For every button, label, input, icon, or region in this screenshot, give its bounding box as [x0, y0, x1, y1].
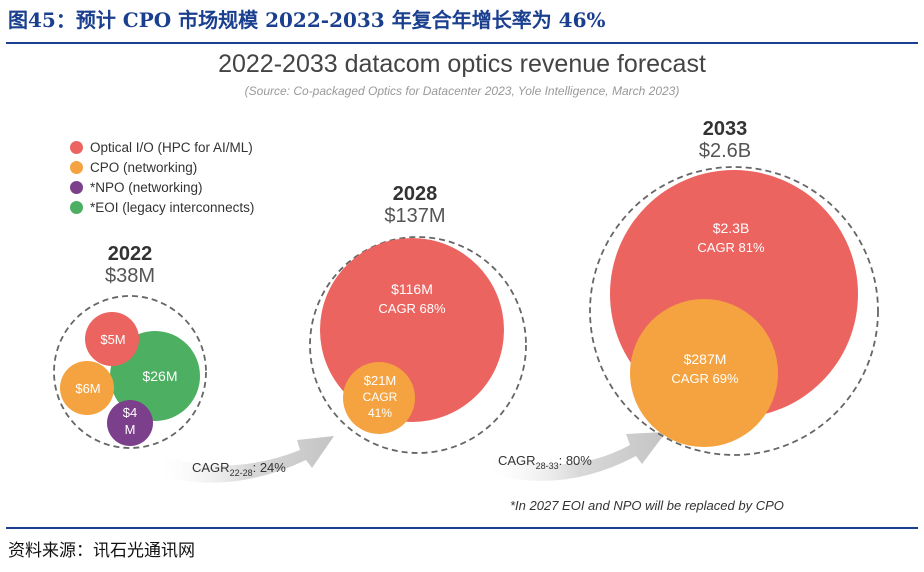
arrow-2028-2033-shape [490, 432, 666, 481]
bottom-rule [6, 527, 918, 529]
label-2028-cpo-cagr1: CAGR [363, 390, 398, 404]
legend-swatch-npo [70, 180, 83, 194]
label-2028-cpo: $21M [364, 373, 397, 388]
label-2028-optical-io: $116M [391, 281, 433, 297]
dashed-ring-2028 [309, 236, 527, 454]
legend-label-eoi: *EOI (legacy interconnects) [90, 199, 255, 215]
total-2022: $38M [104, 265, 156, 287]
label-2033-cpo: $287M [684, 351, 727, 367]
label-2022-optical-io: $5M [100, 332, 125, 347]
bubble-2022-optical-io [85, 312, 139, 366]
legend-item-eoi: *EOI (legacy interconnects) [70, 197, 254, 217]
label-2033-optical-io-cagr: CAGR 81% [697, 240, 765, 255]
bubble-2033-cpo [630, 299, 778, 447]
arrow-2022-2028-shape [160, 436, 334, 483]
cluster-2028: $116M CAGR 68% $21M CAGR 41% [309, 236, 527, 454]
arrow-label-2028-2033: CAGR28-33: 80% [498, 453, 592, 471]
label-2028-optical-io-cagr: CAGR 68% [378, 301, 446, 316]
figure-title: 图45：预计 CPO 市场规模 2022-2033 年复合年增长率为 46% [8, 8, 606, 32]
top-rule [6, 42, 918, 44]
arrow-2022-2028 [160, 436, 334, 483]
legend: Optical I/O (HPC for AI/ML) CPO (network… [70, 137, 254, 217]
bubble-2022-npo [107, 400, 153, 446]
total-2033: $2.6B [698, 140, 752, 162]
label-2022-npo-line2: M [125, 422, 136, 437]
legend-item-cpo: CPO (networking) [70, 157, 254, 177]
year-2028: 2028 [392, 183, 438, 205]
dashed-ring-2022 [53, 295, 207, 449]
label-2033-cpo-cagr: CAGR 69% [671, 371, 739, 386]
arrow-label-2022-2028: CAGR22-28: 24% [192, 460, 286, 478]
total-2028: $137M [384, 205, 446, 227]
legend-label-cpo: CPO (networking) [90, 159, 198, 175]
cluster-2022: $26M $5M $6M $4 M [53, 295, 207, 449]
legend-label-optical-io: Optical I/O (HPC for AI/ML) [90, 139, 253, 155]
label-2022-cpo: $6M [75, 381, 100, 396]
bubble-2022-cpo [60, 361, 114, 415]
chart-title: 2022-2033 datacom optics revenue forecas… [218, 50, 706, 78]
footnote: *In 2027 EOI and NPO will be replaced by… [510, 498, 784, 513]
legend-swatch-eoi [70, 200, 83, 214]
cluster-2033: $2.3B CAGR 81% $287M CAGR 69% [589, 166, 879, 456]
legend-label-npo: *NPO (networking) [90, 179, 203, 195]
chart-subtitle: (Source: Co-packaged Optics for Datacent… [244, 84, 680, 98]
year-2033: 2033 [702, 118, 748, 140]
dashed-ring-2033 [589, 166, 879, 456]
label-2022-npo-line1: $4 [123, 405, 137, 420]
legend-swatch-optical-io [70, 140, 83, 154]
bubble-2028-cpo [343, 362, 415, 434]
arrow-2028-2033 [490, 432, 666, 481]
source-line: 资料来源：讯石光通讯网 [8, 541, 195, 561]
label-2022-eoi: $26M [142, 368, 177, 384]
label-2028-cpo-cagr2: 41% [368, 406, 392, 420]
label-2033-optical-io: $2.3B [713, 220, 750, 236]
legend-swatch-cpo [70, 160, 83, 174]
year-2022: 2022 [107, 243, 153, 265]
legend-item-npo: *NPO (networking) [70, 177, 254, 197]
legend-item-optical-io: Optical I/O (HPC for AI/ML) [70, 137, 254, 157]
